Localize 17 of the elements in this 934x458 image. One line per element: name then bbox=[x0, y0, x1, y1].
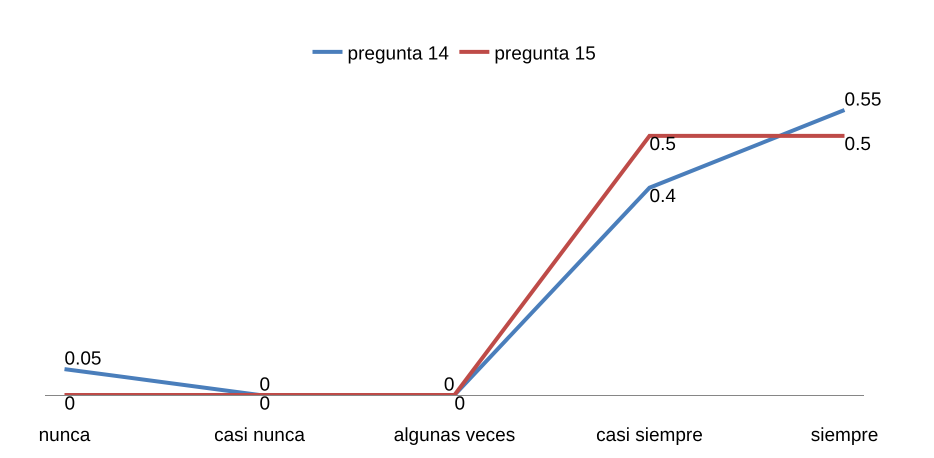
data-label: 0.5 bbox=[650, 134, 676, 156]
legend-label: pregunta 14 bbox=[348, 43, 450, 64]
data-label: 0 bbox=[64, 393, 76, 414]
data-label: 0 bbox=[444, 374, 454, 396]
data-label: 0.55 bbox=[844, 89, 882, 110]
x-tick-label: casi nunca bbox=[214, 424, 306, 446]
x-tick-label: nunca bbox=[38, 424, 91, 446]
x-tick-label: algunas veces bbox=[394, 424, 516, 446]
x-tick-label: casi siempre bbox=[596, 424, 703, 446]
data-label: 0.05 bbox=[64, 348, 102, 370]
x-tick-label: siempre bbox=[810, 424, 878, 446]
data-label: 0 bbox=[260, 393, 270, 414]
legend-label: pregunta 15 bbox=[494, 43, 596, 64]
data-label: 0 bbox=[260, 374, 270, 396]
data-label: 0 bbox=[454, 393, 466, 414]
data-label: 0.5 bbox=[844, 134, 871, 156]
data-label: 0.4 bbox=[650, 186, 676, 207]
